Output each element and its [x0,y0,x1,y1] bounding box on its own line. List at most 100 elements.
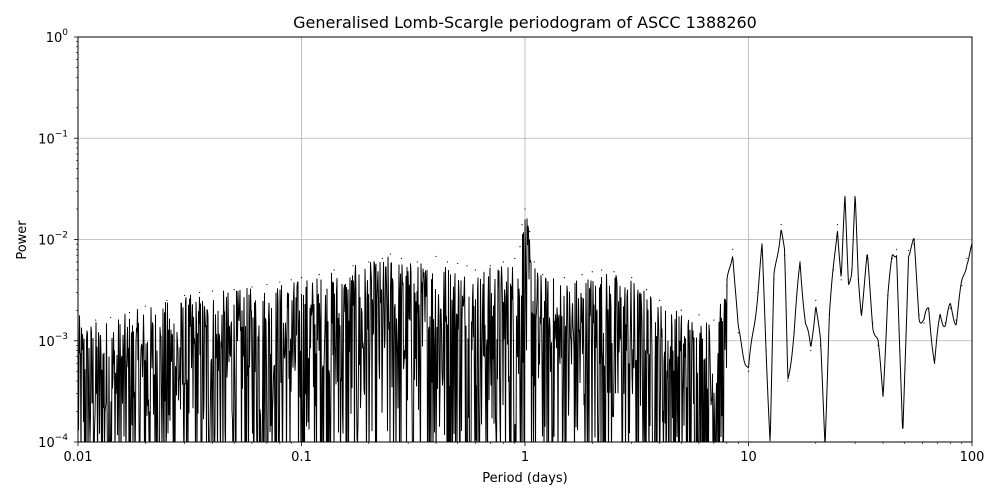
data-point [828,314,830,316]
data-point [819,344,822,346]
data-point [882,393,884,395]
y-tick-label: 10−2 [38,231,68,249]
data-point [521,224,523,226]
data-point [400,257,403,260]
data-point [847,279,850,281]
data-point [857,279,859,281]
data-point [251,286,253,288]
x-tick-label: 100 [960,450,985,465]
data-point [887,294,889,297]
data-point [961,285,963,287]
data-point [381,257,383,260]
data-point [184,294,186,297]
data-point [939,314,941,316]
data-point [918,314,920,316]
data-point [840,279,842,281]
data-point [793,332,795,334]
data-point [533,261,535,263]
data-point [514,257,516,260]
data-point [851,269,853,271]
y-tick-label: 100 [46,28,69,46]
x-tick-label: 10 [740,450,757,465]
data-point [928,307,930,309]
data-point [266,283,268,286]
x-tick-label: 0.1 [291,450,312,465]
data-point [591,271,593,273]
data-point [658,299,661,302]
data-point [128,311,131,314]
data-point [854,198,856,200]
data-point [581,274,583,276]
data-point [780,224,782,226]
data-point [773,279,775,281]
y-axis-ticks: 10−4 10−3 10−2 10−1 100 [38,28,78,451]
data-point [832,269,835,271]
data-point [166,299,168,302]
minor-ticks [76,41,963,444]
data-point [457,262,459,265]
data-point [474,269,477,271]
data-point [680,309,682,311]
data-point [290,279,292,281]
data-point [524,208,526,210]
data-point [765,349,767,352]
data-point [95,319,97,321]
data-point [872,322,874,324]
data-point [836,224,839,226]
data-point [757,291,759,294]
data-point [907,249,910,252]
data-point [542,274,544,276]
data-point [233,289,235,291]
data-point [211,290,214,292]
data-point [563,277,565,279]
data-point [804,322,807,324]
data-point [631,277,633,279]
data-point [737,332,739,334]
data-point [844,198,846,200]
data-point [352,265,354,267]
data-point [368,261,370,263]
data-point [416,261,418,263]
y-tick-label: 10−4 [38,433,68,451]
data-point [110,316,112,319]
data-point [896,248,898,250]
data-point [866,257,868,260]
x-axis-label: Period (days) [482,471,568,486]
data-point [389,253,392,255]
data-point [810,349,812,352]
x-tick-label: 1 [521,450,529,465]
data-point [713,319,715,321]
data-point [446,261,449,263]
data-point [966,257,968,260]
data-point [279,281,281,283]
data-point [502,261,504,263]
data-point [519,246,521,248]
data-point [726,285,728,287]
data-point [529,230,531,233]
series-line [78,195,972,442]
chart-title: Generalised Lomb-Scargle periodogram of … [293,13,757,32]
x-axis-ticks: 0.01 0.1 1 10 100 [64,442,985,465]
data-point [144,305,146,307]
data-point [761,248,763,250]
data-point [891,257,893,260]
data-point [645,289,648,291]
y-tick-label: 10−3 [38,332,68,350]
data-point [318,274,320,276]
data-point [799,261,801,263]
data-point [747,370,750,372]
x-tick-label: 0.01 [64,450,93,465]
data-point [949,307,951,309]
data-point [489,265,491,267]
data-point [600,269,603,271]
data-point [815,299,817,302]
data-point [899,349,901,352]
data-point [698,314,700,316]
data-point [860,309,863,311]
data-point [333,269,335,271]
data-point [944,322,946,324]
data-point [198,291,201,294]
data-point [435,255,437,258]
y-axis-label: Power [15,220,30,260]
